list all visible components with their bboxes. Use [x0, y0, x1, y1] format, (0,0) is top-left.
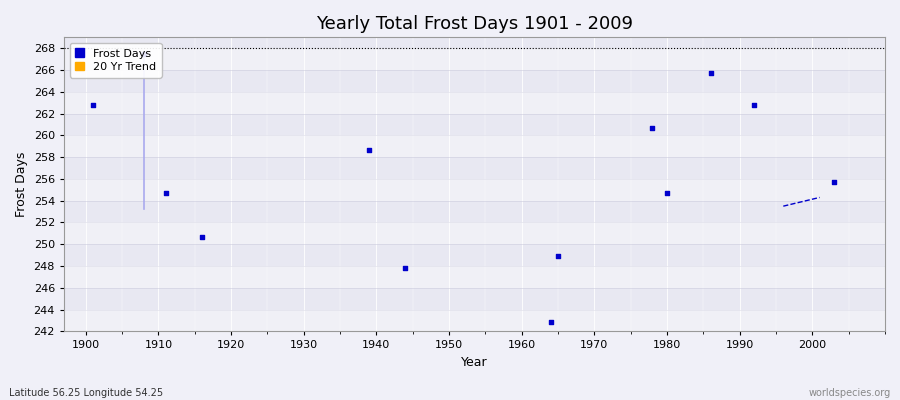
Point [86, 102, 100, 108]
Point [362, 146, 376, 153]
Bar [64, 179, 885, 201]
Point [551, 253, 565, 260]
Bar [64, 92, 885, 114]
Bar [64, 222, 885, 244]
Bar [64, 48, 885, 70]
Legend: Frost Days, 20 Yr Trend: Frost Days, 20 Yr Trend [69, 43, 161, 78]
Point [544, 318, 558, 325]
Text: Latitude 56.25 Longitude 54.25: Latitude 56.25 Longitude 54.25 [9, 388, 163, 398]
Bar [64, 310, 885, 332]
Point [158, 190, 173, 196]
Bar [64, 266, 885, 288]
Point [399, 265, 413, 272]
X-axis label: Year: Year [461, 356, 488, 369]
Y-axis label: Frost Days: Frost Days [15, 152, 28, 217]
Text: worldspecies.org: worldspecies.org [809, 388, 891, 398]
Point [645, 124, 660, 131]
Point [660, 190, 674, 196]
Point [747, 102, 761, 108]
Bar [64, 135, 885, 157]
Point [704, 70, 718, 76]
Point [194, 234, 209, 240]
Title: Yearly Total Frost Days 1901 - 2009: Yearly Total Frost Days 1901 - 2009 [316, 15, 633, 33]
Point [827, 179, 842, 185]
Point [137, 50, 151, 57]
